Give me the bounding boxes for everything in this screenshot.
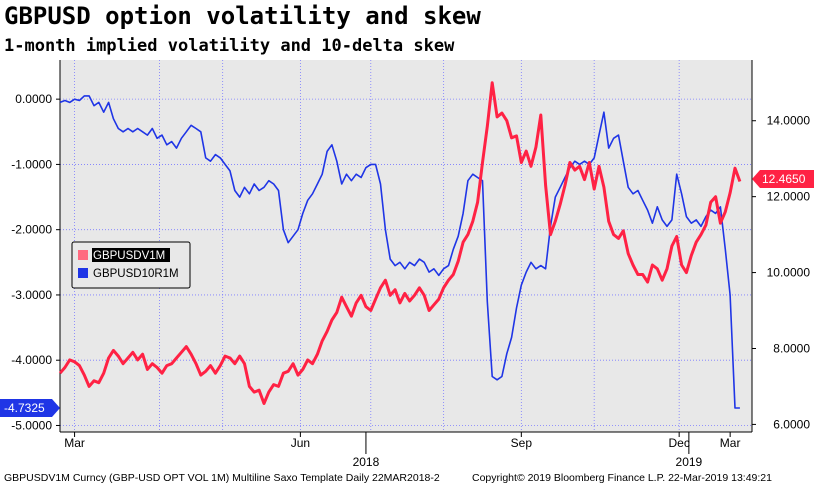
left-tick-label: 0.0000 bbox=[15, 92, 52, 106]
series-line-gbpusd10r1m bbox=[59, 95, 740, 409]
left-tick-label: -1.0000 bbox=[11, 157, 52, 171]
footer-source: GBPUSDV1M Curncy (GBP-USD OPT VOL 1M) Mu… bbox=[4, 472, 440, 484]
footer-copyright: Copyright© 2019 Bloomberg Finance L.P. 2… bbox=[472, 472, 772, 484]
chart-subtitle: 1-month implied volatility and 10-delta … bbox=[4, 36, 455, 56]
x-tick-label: Dec bbox=[668, 436, 689, 450]
right-tick-label: 6.0000 bbox=[773, 417, 810, 431]
last-value-left-label: -4.7325 bbox=[4, 401, 45, 415]
left-tick-label: -3.0000 bbox=[11, 288, 52, 302]
left-tick-label: -5.0000 bbox=[11, 418, 52, 432]
x-tick-label: Jun bbox=[291, 436, 310, 450]
right-tick-label: 10.0000 bbox=[767, 266, 811, 280]
left-tick-label: -2.0000 bbox=[11, 223, 52, 237]
legend-label[interactable]: GBPUSD10R1M bbox=[93, 268, 179, 280]
x-tick-label: Sep bbox=[511, 436, 533, 450]
line-chart: 0.0000 -1.0000 -2.0000 -3.0000 -4.0000 -5.000… bbox=[0, 60, 814, 469]
right-tick-label: 12.0000 bbox=[767, 190, 811, 204]
year-label: 2018 bbox=[353, 455, 380, 469]
legend-swatch bbox=[78, 250, 88, 260]
series-line-gbpusdv1m bbox=[58, 81, 742, 405]
legend-selected-highlight bbox=[92, 248, 170, 262]
left-axis-area bbox=[0, 60, 60, 432]
last-value-tag-right bbox=[752, 170, 814, 189]
right-tick-label: 14.0000 bbox=[767, 114, 811, 128]
x-tick-label: Mar bbox=[64, 436, 85, 450]
legend-label[interactable]: GBPUSDV1M bbox=[93, 250, 165, 262]
legend-swatch bbox=[78, 268, 88, 278]
x-tick-label: Mar bbox=[720, 436, 741, 450]
left-tick-label: -4.0000 bbox=[11, 353, 52, 367]
right-tick-label: 8.0000 bbox=[773, 341, 810, 355]
last-value-right-label: 12.4650 bbox=[762, 172, 806, 186]
right-axis-area bbox=[752, 60, 814, 432]
year-label: 2019 bbox=[676, 455, 703, 469]
last-value-tag-left bbox=[0, 399, 60, 418]
chart-title: GBPUSD option volatility and skew bbox=[4, 2, 481, 30]
